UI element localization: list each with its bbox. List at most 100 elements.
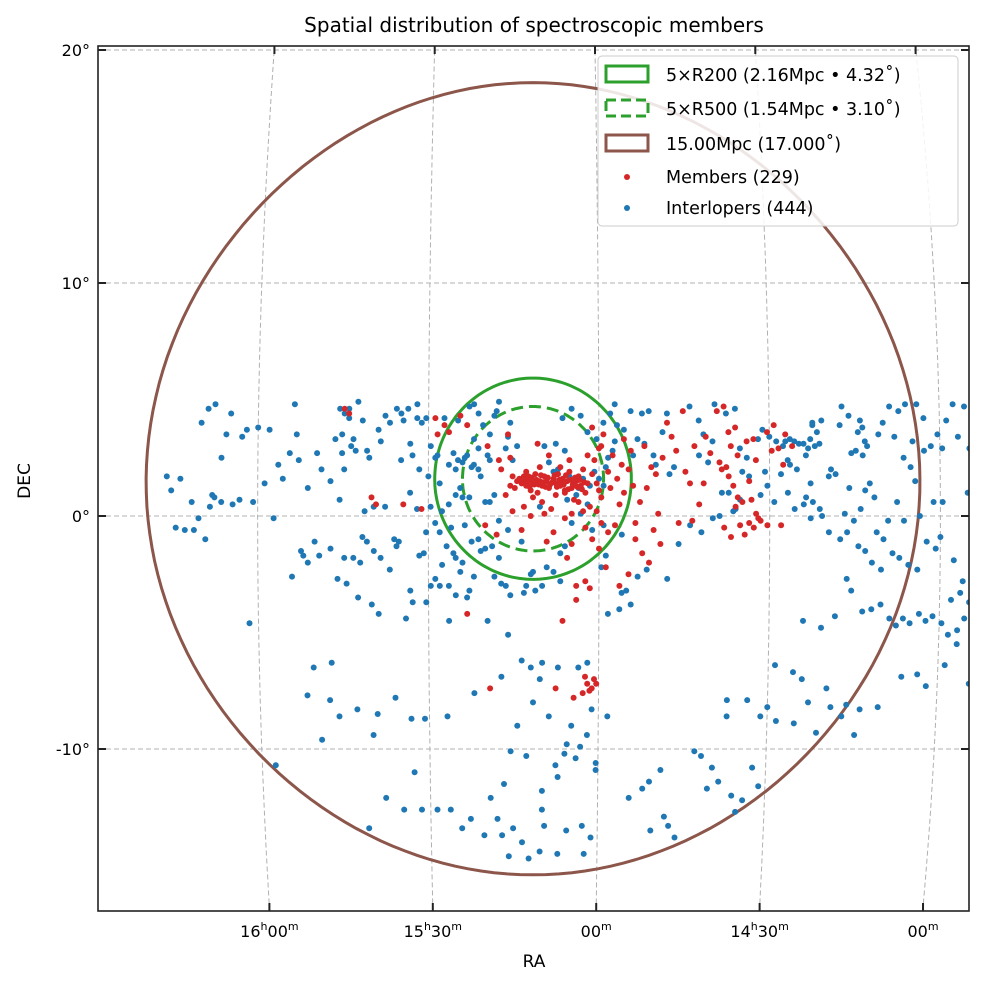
interloper-point (505, 527, 511, 533)
interloper-point (427, 503, 434, 510)
member-point (648, 464, 655, 471)
interloper-point (859, 608, 866, 615)
interloper-point (755, 783, 762, 790)
interloper-point (827, 704, 834, 711)
interloper-point (505, 853, 512, 860)
member-point (589, 471, 596, 478)
y-tick-label: 20° (62, 41, 90, 60)
interloper-point (407, 489, 414, 496)
interloper-point (818, 624, 824, 631)
interloper-point (838, 713, 845, 720)
interloper-point (482, 545, 489, 552)
interloper-point (575, 664, 582, 671)
interloper-point (423, 415, 430, 422)
interloper-point (543, 564, 550, 571)
interloper-point (499, 832, 506, 839)
member-point (746, 520, 753, 526)
interloper-point (327, 697, 334, 704)
interloper-point (395, 538, 402, 545)
interloper-point (346, 415, 353, 422)
interloper-point (554, 664, 561, 671)
member-point (545, 452, 552, 459)
interloper-point (934, 431, 941, 438)
interloper-point (659, 429, 666, 436)
interloper-point (913, 401, 920, 408)
interloper-point (755, 436, 761, 443)
interloper-point (361, 508, 368, 515)
interloper-point (921, 447, 927, 454)
interloper-point (481, 832, 488, 839)
member-point (739, 499, 746, 505)
interloper-point (304, 559, 311, 566)
interloper-point (475, 445, 482, 452)
interloper-point (536, 503, 543, 510)
interloper-point (518, 657, 525, 664)
interloper-point (784, 489, 791, 496)
interloper-point (514, 443, 521, 450)
member-point (713, 408, 720, 415)
member-point (563, 472, 569, 479)
member-point (574, 483, 581, 490)
interloper-point (452, 492, 459, 498)
interloper-point (398, 410, 405, 417)
legend-label-interlopers: Interlopers (444) (666, 199, 813, 219)
interloper-point (279, 475, 286, 482)
member-point (519, 479, 526, 486)
interloper-point (304, 485, 311, 491)
member-point (531, 481, 538, 488)
circle-5-r200 (433, 376, 633, 581)
member-point (593, 680, 600, 687)
interloper-point (400, 417, 407, 424)
interloper-point (475, 466, 482, 473)
interloper-point (341, 410, 348, 417)
member-point (687, 480, 693, 487)
member-point (567, 476, 574, 483)
x-tick-label: 00m (907, 920, 938, 941)
interloper-point (852, 447, 859, 454)
member-point (716, 459, 723, 466)
interloper-point (357, 559, 364, 566)
member-point (632, 536, 639, 543)
interloper-point (445, 461, 452, 468)
member-point (520, 503, 527, 510)
interloper-point (664, 575, 671, 582)
member-point (432, 415, 439, 422)
member-point (482, 522, 489, 529)
interloper-point (634, 436, 641, 443)
interloper-point (550, 568, 557, 575)
interloper-point (791, 506, 798, 512)
member-point (551, 472, 558, 479)
interloper-point (450, 450, 457, 457)
interloper-point (471, 690, 478, 697)
interloper-point (337, 405, 344, 412)
member-point (552, 685, 559, 692)
interloper-point (620, 426, 627, 433)
interloper-point (780, 443, 786, 450)
interloper-point (218, 454, 225, 461)
interloper-point (554, 850, 561, 857)
interloper-point (205, 405, 212, 412)
member-point (600, 431, 607, 438)
member-point (768, 447, 775, 454)
interloper-point (891, 433, 898, 440)
member-point (752, 457, 759, 464)
interloper-point (939, 445, 946, 452)
interloper-point (950, 557, 957, 564)
interloper-point (647, 827, 654, 834)
interloper-point (743, 454, 750, 461)
member-point (770, 422, 777, 429)
interloper-point (705, 459, 712, 466)
interloper-point (229, 501, 236, 508)
member-point (734, 452, 741, 459)
interloper-point (487, 794, 494, 801)
interloper-point (491, 412, 498, 419)
interloper-point (448, 524, 455, 531)
member-point (750, 524, 757, 531)
interloper-point (703, 785, 710, 792)
member-point (741, 531, 748, 538)
member-point (487, 685, 494, 692)
interloper-point (314, 450, 321, 457)
interloper-point (536, 848, 543, 855)
interloper-point (823, 685, 830, 692)
member-point (616, 501, 623, 508)
